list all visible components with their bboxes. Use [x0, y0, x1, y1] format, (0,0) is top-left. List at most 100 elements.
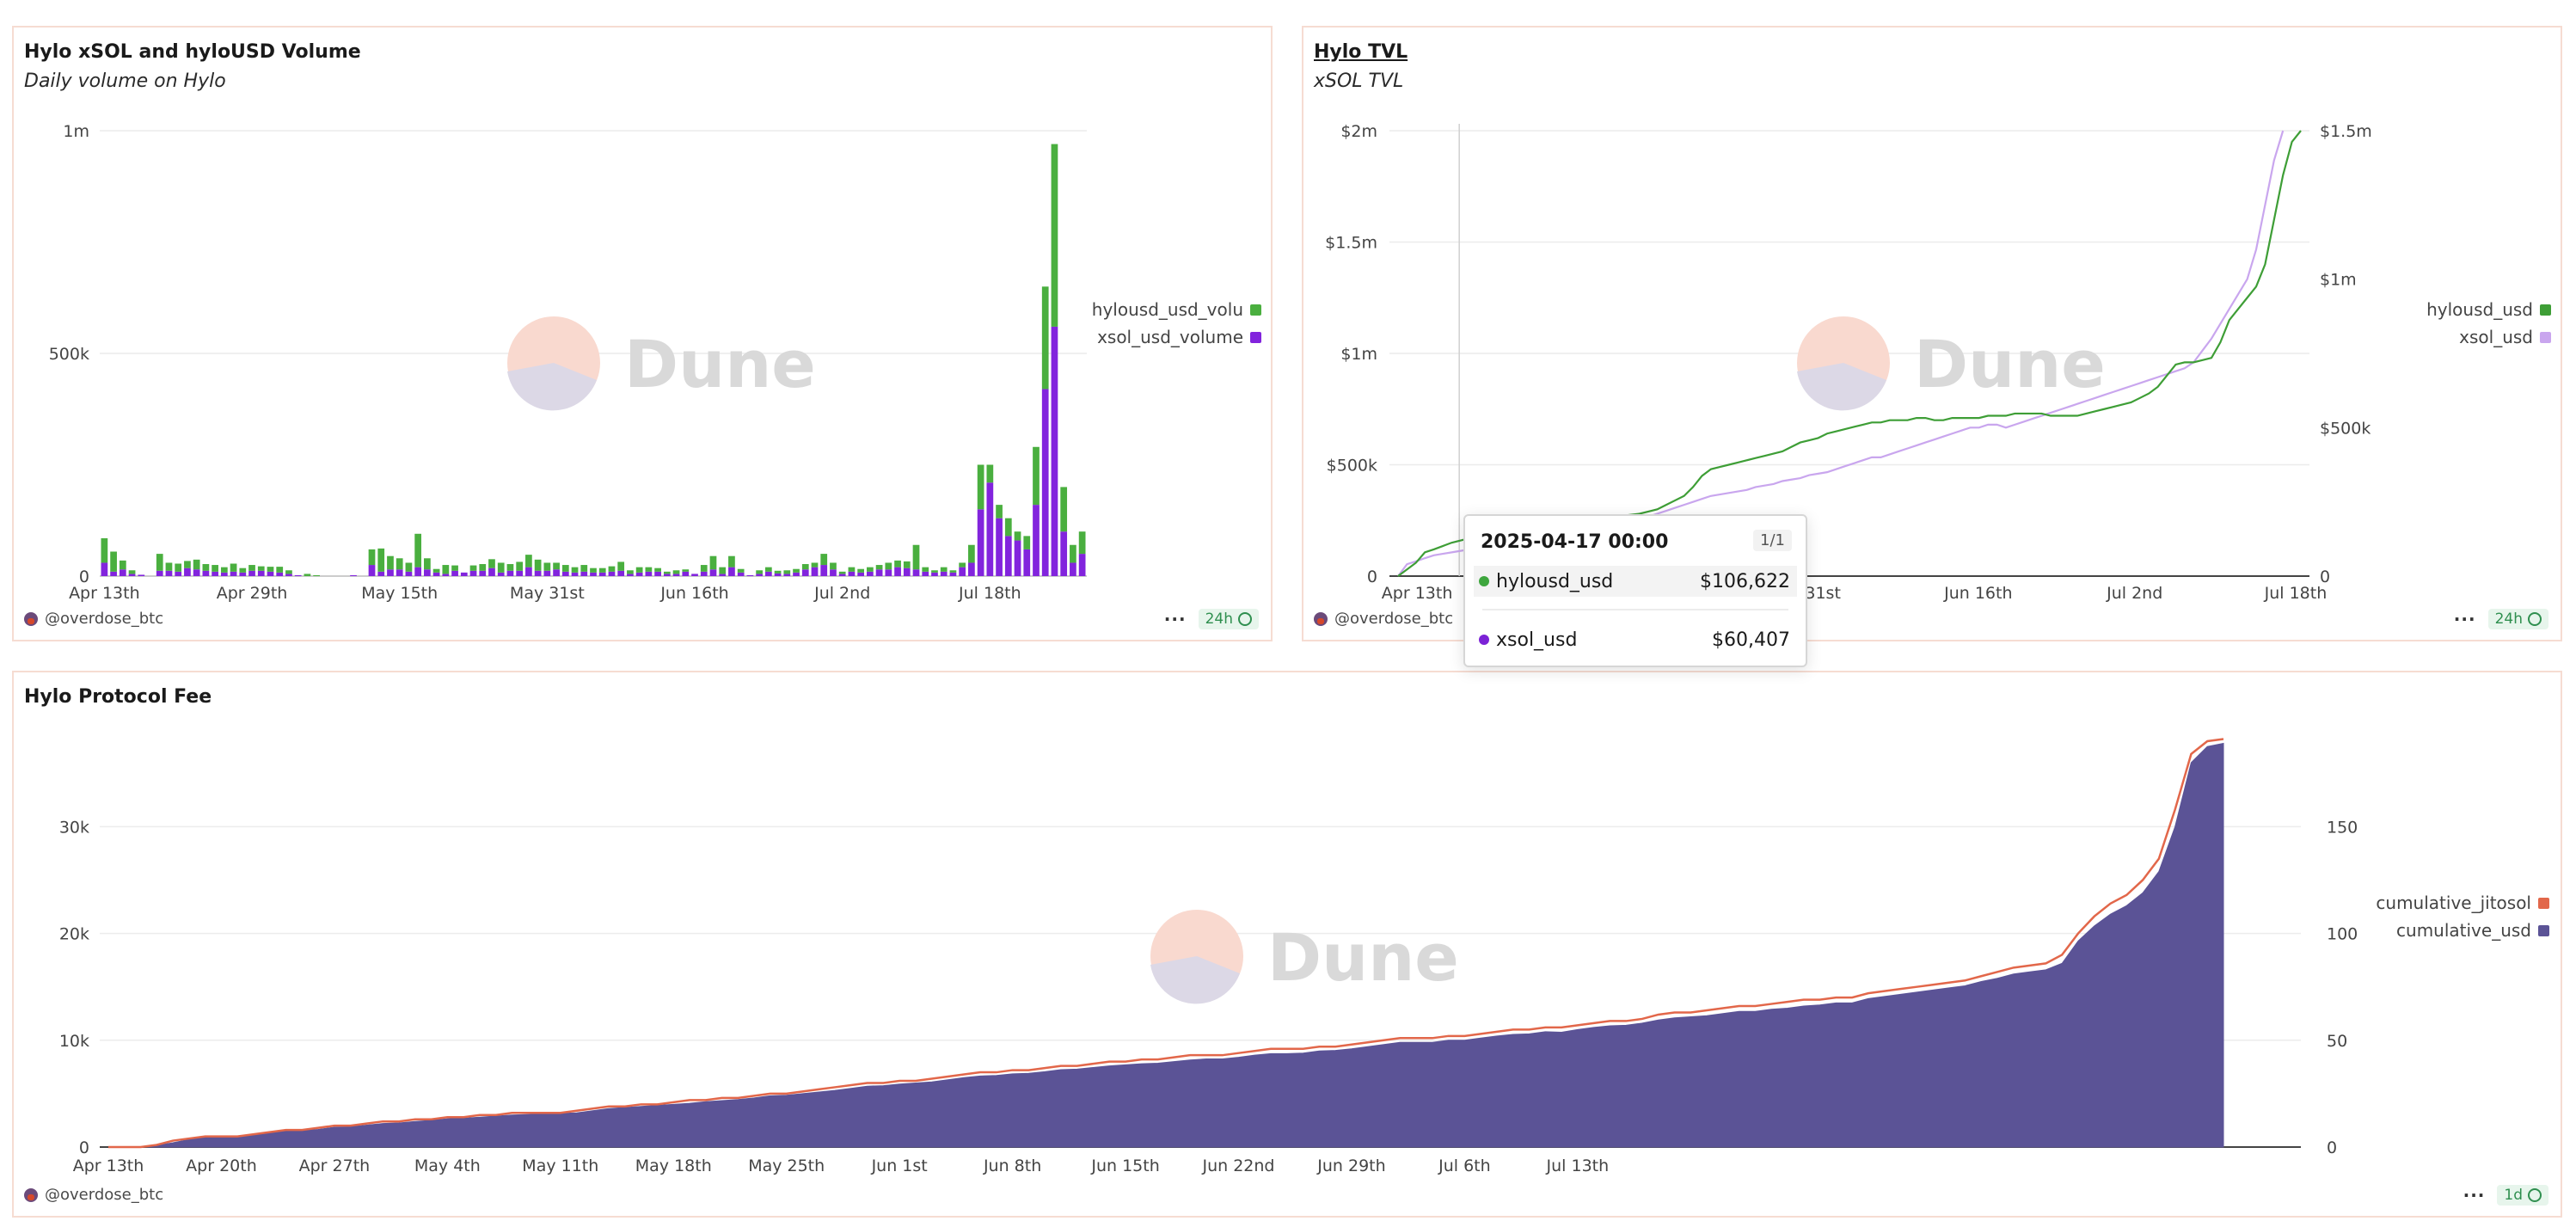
bar-hylousd — [978, 465, 984, 510]
bar-hylousd — [654, 568, 661, 572]
y-left-tick-label: 0 — [79, 1138, 89, 1157]
bar-hylousd — [1060, 487, 1067, 531]
bar-xsol — [1033, 505, 1040, 576]
y-left-tick-label: 20k — [59, 925, 89, 944]
bar-xsol — [904, 568, 911, 576]
y-left-tick-label: $500k — [1327, 457, 1377, 476]
bar-xsol — [488, 568, 495, 576]
tooltip-row: hylousd_usd $106,622 — [1474, 566, 1797, 597]
check-circle-icon — [1238, 612, 1252, 626]
y-left-tick-label: 0 — [1367, 568, 1377, 586]
bar-xsol — [1070, 562, 1076, 576]
bar-hylousd — [239, 568, 246, 573]
bar-xsol — [1015, 541, 1021, 576]
bar-xsol — [248, 571, 255, 576]
y-right-tick-label: 50 — [2327, 1032, 2347, 1051]
check-circle-icon — [2528, 612, 2542, 626]
bar-hylousd — [968, 545, 975, 563]
x-tick-label: May 4th — [414, 1157, 481, 1175]
volume-bar-chart[interactable]: 0 500k 1m Dune Apr 13th Apr 29th May 15th May 3… — [14, 28, 1271, 640]
legend-label: xsol_usd_volume — [1097, 327, 1243, 347]
y-tick-label: 1m — [63, 122, 89, 141]
bar-hylousd — [802, 564, 809, 569]
fee-panel: Hylo Protocol Fee 0 10k 20k 30k 0 50 100 150 Dun… — [12, 671, 2562, 1218]
bar-xsol — [1023, 549, 1030, 576]
refresh-badge[interactable]: 1d — [2497, 1185, 2548, 1206]
bar-hylousd — [701, 565, 708, 572]
hover-tooltip: 2025-04-17 00:00 1/1 hylousd_usd $106,62… — [1463, 514, 1807, 667]
y-right-tick-label: $500k — [2320, 419, 2371, 438]
y-left-tick-label: $1.5m — [1325, 234, 1377, 253]
bar-hylousd — [516, 561, 523, 570]
bar-xsol — [876, 569, 883, 576]
bar-xsol — [830, 569, 837, 576]
bar-xsol — [978, 509, 984, 576]
x-tick-label: Apr 13th — [1382, 584, 1453, 603]
bar-xsol — [996, 518, 1003, 576]
bar-xsol — [756, 574, 763, 576]
legend-swatch — [2538, 925, 2549, 936]
bar-xsol — [590, 573, 597, 576]
bar-hylousd — [258, 567, 265, 571]
bar-hylousd — [553, 562, 560, 569]
more-options-button[interactable]: ··· — [2454, 609, 2476, 629]
bar-xsol — [479, 571, 486, 576]
bar-hylousd — [775, 571, 782, 574]
x-tick-label: Apr 29th — [217, 584, 288, 603]
bar-hylousd — [285, 570, 292, 574]
bar-hylousd — [451, 566, 458, 571]
more-options-button[interactable]: ··· — [1164, 609, 1187, 629]
bar-hylousd — [820, 554, 827, 565]
bar-hylousd — [1005, 518, 1012, 537]
volume-author[interactable]: @overdose_btc — [24, 610, 163, 628]
refresh-interval: 1d — [2504, 1187, 2523, 1204]
bar-xsol — [913, 569, 920, 576]
bar-hylousd — [433, 569, 440, 573]
bar-xsol — [1005, 536, 1012, 576]
bar-xsol — [950, 573, 957, 576]
tooltip-divider — [1482, 609, 1788, 610]
author-avatar — [24, 1188, 38, 1202]
x-tick-label: Apr 13th — [73, 1157, 144, 1175]
bar-xsol — [986, 482, 993, 576]
bar-hylousd — [636, 568, 643, 573]
bar-xsol — [894, 568, 901, 576]
bar-xsol — [230, 572, 237, 576]
legend-label: cumulative_jitosol — [2376, 893, 2531, 913]
bar-xsol — [507, 571, 514, 576]
y-right-tick-label: 0 — [2327, 1138, 2337, 1157]
tooltip-row: xsol_usd $60,407 — [1474, 624, 1797, 655]
bar-hylousd — [885, 562, 892, 569]
x-tick-label: Apr 20th — [186, 1157, 257, 1175]
bar-xsol — [820, 565, 827, 576]
bar-xsol — [276, 573, 283, 576]
bar-hylousd — [525, 555, 532, 568]
tvl-author[interactable]: @overdose_btc — [1314, 610, 1453, 628]
bar-xsol — [461, 573, 468, 576]
bar-xsol — [765, 572, 772, 576]
bar-xsol — [129, 574, 136, 576]
bar-xsol — [654, 572, 661, 576]
refresh-badge[interactable]: 24h — [2488, 609, 2548, 629]
x-tick-label: Jun 16th — [659, 584, 728, 603]
bar-xsol — [857, 573, 864, 576]
x-tick-label: Jul 18th — [2264, 584, 2328, 603]
bar-hylousd — [959, 562, 966, 567]
x-tick-label: Jun 8th — [983, 1157, 1041, 1175]
bar-xsol — [221, 573, 228, 576]
bar-hylousd — [664, 572, 671, 574]
bar-hylousd — [267, 567, 274, 572]
watermark-text: Dune — [1914, 326, 2106, 402]
legend-label: xsol_usd — [2459, 327, 2533, 347]
y-right-tick-label: 100 — [2327, 925, 2358, 944]
refresh-badge[interactable]: 24h — [1199, 609, 1259, 629]
fee-author[interactable]: @overdose_btc — [24, 1186, 163, 1204]
x-tick-label: Jul 13th — [1546, 1157, 1610, 1175]
bar-hylousd — [710, 556, 717, 570]
x-tick-label: May 15th — [361, 584, 438, 603]
bar-hylousd — [120, 561, 126, 569]
more-options-button[interactable]: ··· — [2463, 1185, 2486, 1206]
bar-xsol — [239, 573, 246, 576]
fee-area-chart[interactable]: 0 10k 20k 30k 0 50 100 150 Dune Apr 13th Apr 20th A… — [14, 672, 2561, 1216]
bar-xsol — [525, 568, 532, 576]
